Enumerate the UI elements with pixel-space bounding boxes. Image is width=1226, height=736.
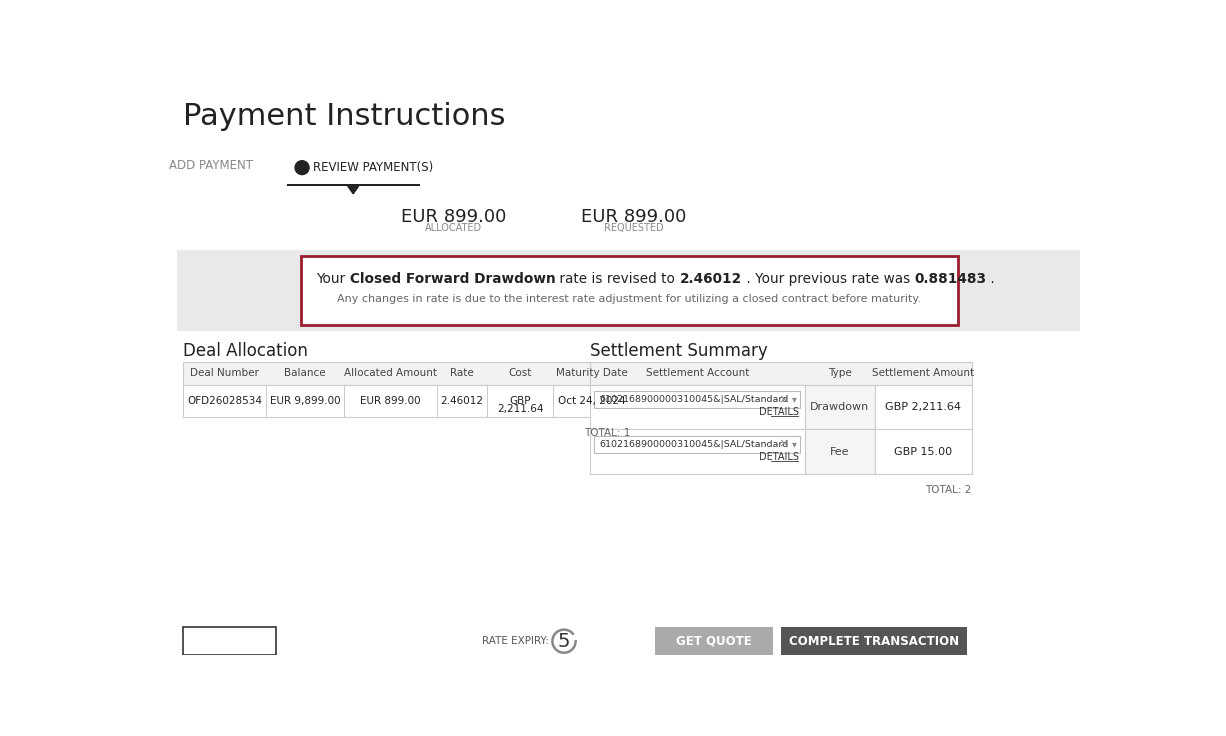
Text: EUR 899.00: EUR 899.00 xyxy=(581,208,687,226)
Text: Cost: Cost xyxy=(509,368,532,378)
Bar xyxy=(805,385,875,429)
Text: Fee: Fee xyxy=(830,447,850,457)
Bar xyxy=(595,391,801,408)
Text: 5: 5 xyxy=(558,631,570,651)
Text: ▾: ▾ xyxy=(792,439,797,449)
Text: TOTAL: 2: TOTAL: 2 xyxy=(926,485,972,495)
Bar xyxy=(183,385,630,417)
Text: EUR 899.00: EUR 899.00 xyxy=(360,396,421,406)
Bar xyxy=(177,250,1080,331)
Bar xyxy=(183,361,630,385)
Text: Settlement Summary: Settlement Summary xyxy=(590,342,767,361)
Text: Maturity Date: Maturity Date xyxy=(557,368,628,378)
Text: 2,211.64: 2,211.64 xyxy=(497,404,543,414)
Text: Settlement Account: Settlement Account xyxy=(646,368,749,378)
Text: 6102168900000310045&|SAL/Standard: 6102168900000310045&|SAL/Standard xyxy=(600,395,788,404)
Bar xyxy=(590,385,805,429)
Bar xyxy=(595,436,801,453)
Text: Payment Instructions: Payment Instructions xyxy=(183,102,505,131)
Text: TOTAL: 1: TOTAL: 1 xyxy=(585,428,630,438)
Text: COMPLETE TRANSACTION: COMPLETE TRANSACTION xyxy=(790,634,959,648)
Text: Allocated Amount: Allocated Amount xyxy=(345,368,436,378)
Text: Drawdown: Drawdown xyxy=(810,402,869,412)
Text: CANCEL: CANCEL xyxy=(206,634,253,648)
Text: 0.881483: 0.881483 xyxy=(915,272,987,286)
Bar xyxy=(287,184,419,186)
Text: GET QUOTE: GET QUOTE xyxy=(677,634,753,648)
Circle shape xyxy=(295,160,309,174)
Text: Settlement Amount: Settlement Amount xyxy=(872,368,975,378)
Bar xyxy=(781,627,967,655)
Text: . Your previous rate was: . Your previous rate was xyxy=(742,272,915,286)
Text: ADD PAYMENT: ADD PAYMENT xyxy=(169,159,254,171)
Text: Rate: Rate xyxy=(450,368,474,378)
Text: GBP: GBP xyxy=(510,396,531,406)
Bar xyxy=(590,361,972,385)
Bar xyxy=(875,429,972,474)
Text: Type: Type xyxy=(828,368,852,378)
Text: 2.46012: 2.46012 xyxy=(440,396,483,406)
Text: Balance: Balance xyxy=(284,368,326,378)
Text: .: . xyxy=(987,272,996,286)
Text: Any changes in rate is due to the interest rate adjustment for utilizing a close: Any changes in rate is due to the intere… xyxy=(337,294,921,304)
Text: Closed Forward Drawdown: Closed Forward Drawdown xyxy=(349,272,555,286)
Text: OFD26028534: OFD26028534 xyxy=(188,396,262,406)
Text: ×: × xyxy=(779,438,788,450)
Bar xyxy=(875,385,972,429)
Bar xyxy=(656,627,774,655)
Polygon shape xyxy=(348,186,359,194)
Text: rate is revised to: rate is revised to xyxy=(555,272,679,286)
Text: 6102168900000310045&|SAL/Standard: 6102168900000310045&|SAL/Standard xyxy=(600,439,788,448)
Text: ALLOCATED: ALLOCATED xyxy=(425,223,483,233)
Text: Oct 24, 2024: Oct 24, 2024 xyxy=(558,396,625,406)
Text: EUR 899.00: EUR 899.00 xyxy=(401,208,506,226)
Text: GBP 2,211.64: GBP 2,211.64 xyxy=(885,402,961,412)
Bar xyxy=(590,429,805,474)
Text: 2.46012: 2.46012 xyxy=(679,272,742,286)
Text: REVIEW PAYMENT(S): REVIEW PAYMENT(S) xyxy=(313,161,433,174)
Text: DETAILS: DETAILS xyxy=(759,452,799,462)
Text: 1: 1 xyxy=(298,163,305,173)
Text: GBP 15.00: GBP 15.00 xyxy=(894,447,953,457)
Bar xyxy=(183,627,276,655)
Text: Deal Allocation: Deal Allocation xyxy=(183,342,308,361)
Bar xyxy=(300,256,958,325)
Bar xyxy=(805,429,875,474)
Text: RATE EXPIRY:: RATE EXPIRY: xyxy=(482,636,548,646)
Text: Your: Your xyxy=(316,272,349,286)
Text: ×: × xyxy=(779,393,788,406)
Text: Deal Number: Deal Number xyxy=(190,368,259,378)
Text: REQUESTED: REQUESTED xyxy=(604,223,663,233)
Text: DETAILS: DETAILS xyxy=(759,408,799,417)
Text: ▾: ▾ xyxy=(792,394,797,404)
Text: EUR 9,899.00: EUR 9,899.00 xyxy=(270,396,341,406)
